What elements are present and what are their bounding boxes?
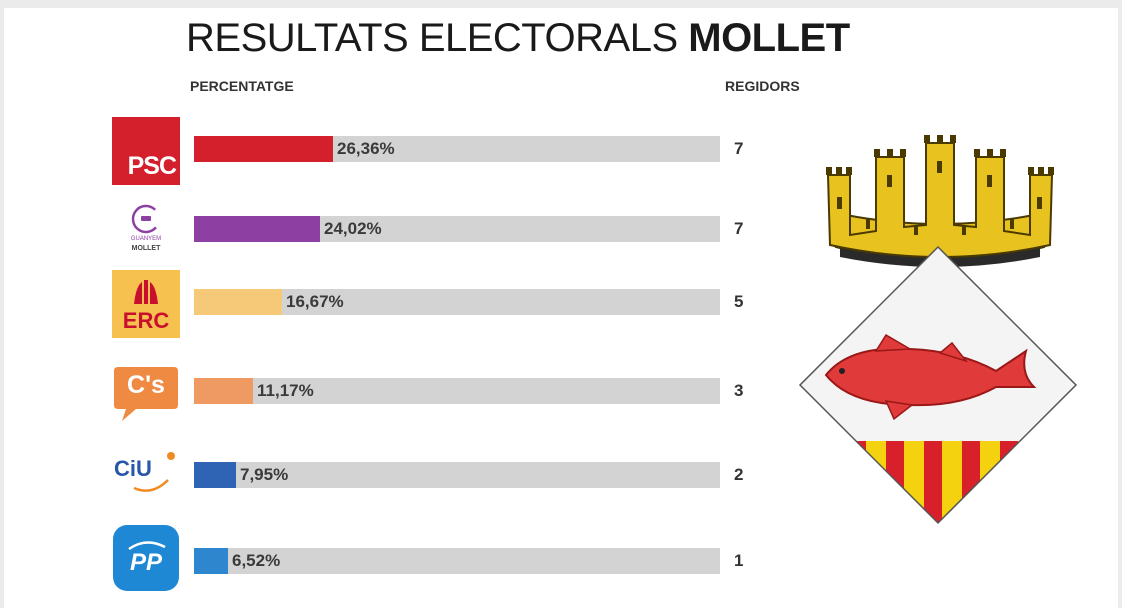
bar-track-pp	[194, 548, 720, 574]
bar-guanyem	[194, 216, 320, 242]
bar-psc	[194, 136, 333, 162]
header-seats: REGIDORS	[725, 78, 800, 94]
mollet-coat-of-arms-icon	[798, 135, 1078, 525]
party-row-guanyem: GUANYEM MOLLET 24,02% 7	[0, 195, 800, 265]
seats-psc: 7	[734, 139, 744, 158]
ciu-logo-text: CiU	[114, 456, 152, 481]
guanyem-logo-icon: GUANYEM MOLLET	[112, 197, 180, 265]
value-label-guanyem: 24,02%	[324, 219, 382, 238]
value-label-cs: 11,17%	[257, 381, 314, 400]
cs-logo-text: C's	[127, 371, 165, 399]
ciu-logo-icon: CiU	[112, 440, 180, 508]
bar-track-erc	[194, 289, 720, 315]
party-row-erc: ERC 16,67% 5	[0, 268, 800, 338]
party-row-ciu: CiU 7,95% 2	[0, 440, 800, 510]
bar-ciu	[194, 462, 236, 488]
header-percentage: PERCENTATGE	[190, 78, 294, 94]
cs-logo-icon: C's	[112, 357, 180, 425]
pp-logo-icon: PP	[112, 524, 180, 592]
bar-erc	[194, 289, 282, 315]
erc-logo-text: ERC	[122, 308, 170, 333]
chart-title: RESULTATS ELECTORALS MOLLET	[186, 14, 850, 62]
psc-logo-text: PSC	[127, 152, 177, 180]
fish-icon	[824, 333, 1037, 421]
guanyem-logo-top: GUANYEM	[130, 236, 162, 242]
psc-logo-icon: PSC	[112, 117, 180, 185]
value-label-pp: 6,52%	[232, 551, 281, 570]
seats-guanyem: 7	[734, 219, 744, 238]
value-label-psc: 26,36%	[337, 139, 395, 158]
bar-track-cs	[194, 378, 720, 404]
seats-erc: 5	[734, 292, 744, 311]
party-row-cs: C's 11,17% 3	[0, 355, 800, 425]
bar-pp	[194, 548, 228, 574]
guanyem-logo-bottom: MOLLET	[131, 245, 161, 252]
party-row-pp: PP 6,52% 1	[0, 524, 800, 594]
title-plain: RESULTATS ELECTORALS	[186, 16, 678, 60]
pp-logo-text: PP	[129, 549, 162, 576]
bar-track-guanyem	[194, 216, 720, 242]
bar-track-ciu	[194, 462, 720, 488]
bar-cs	[194, 378, 253, 404]
erc-logo-icon: ERC	[112, 270, 180, 338]
seats-pp: 1	[734, 551, 744, 570]
title-bold: MOLLET	[688, 16, 850, 60]
crown-icon	[826, 135, 1054, 267]
bar-track-psc	[194, 136, 720, 162]
seats-ciu: 2	[734, 465, 744, 484]
party-row-psc: PSC 26,36% 7	[0, 115, 800, 185]
value-label-erc: 16,67%	[286, 292, 344, 311]
seats-cs: 3	[734, 381, 744, 400]
value-label-ciu: 7,95%	[240, 465, 289, 484]
